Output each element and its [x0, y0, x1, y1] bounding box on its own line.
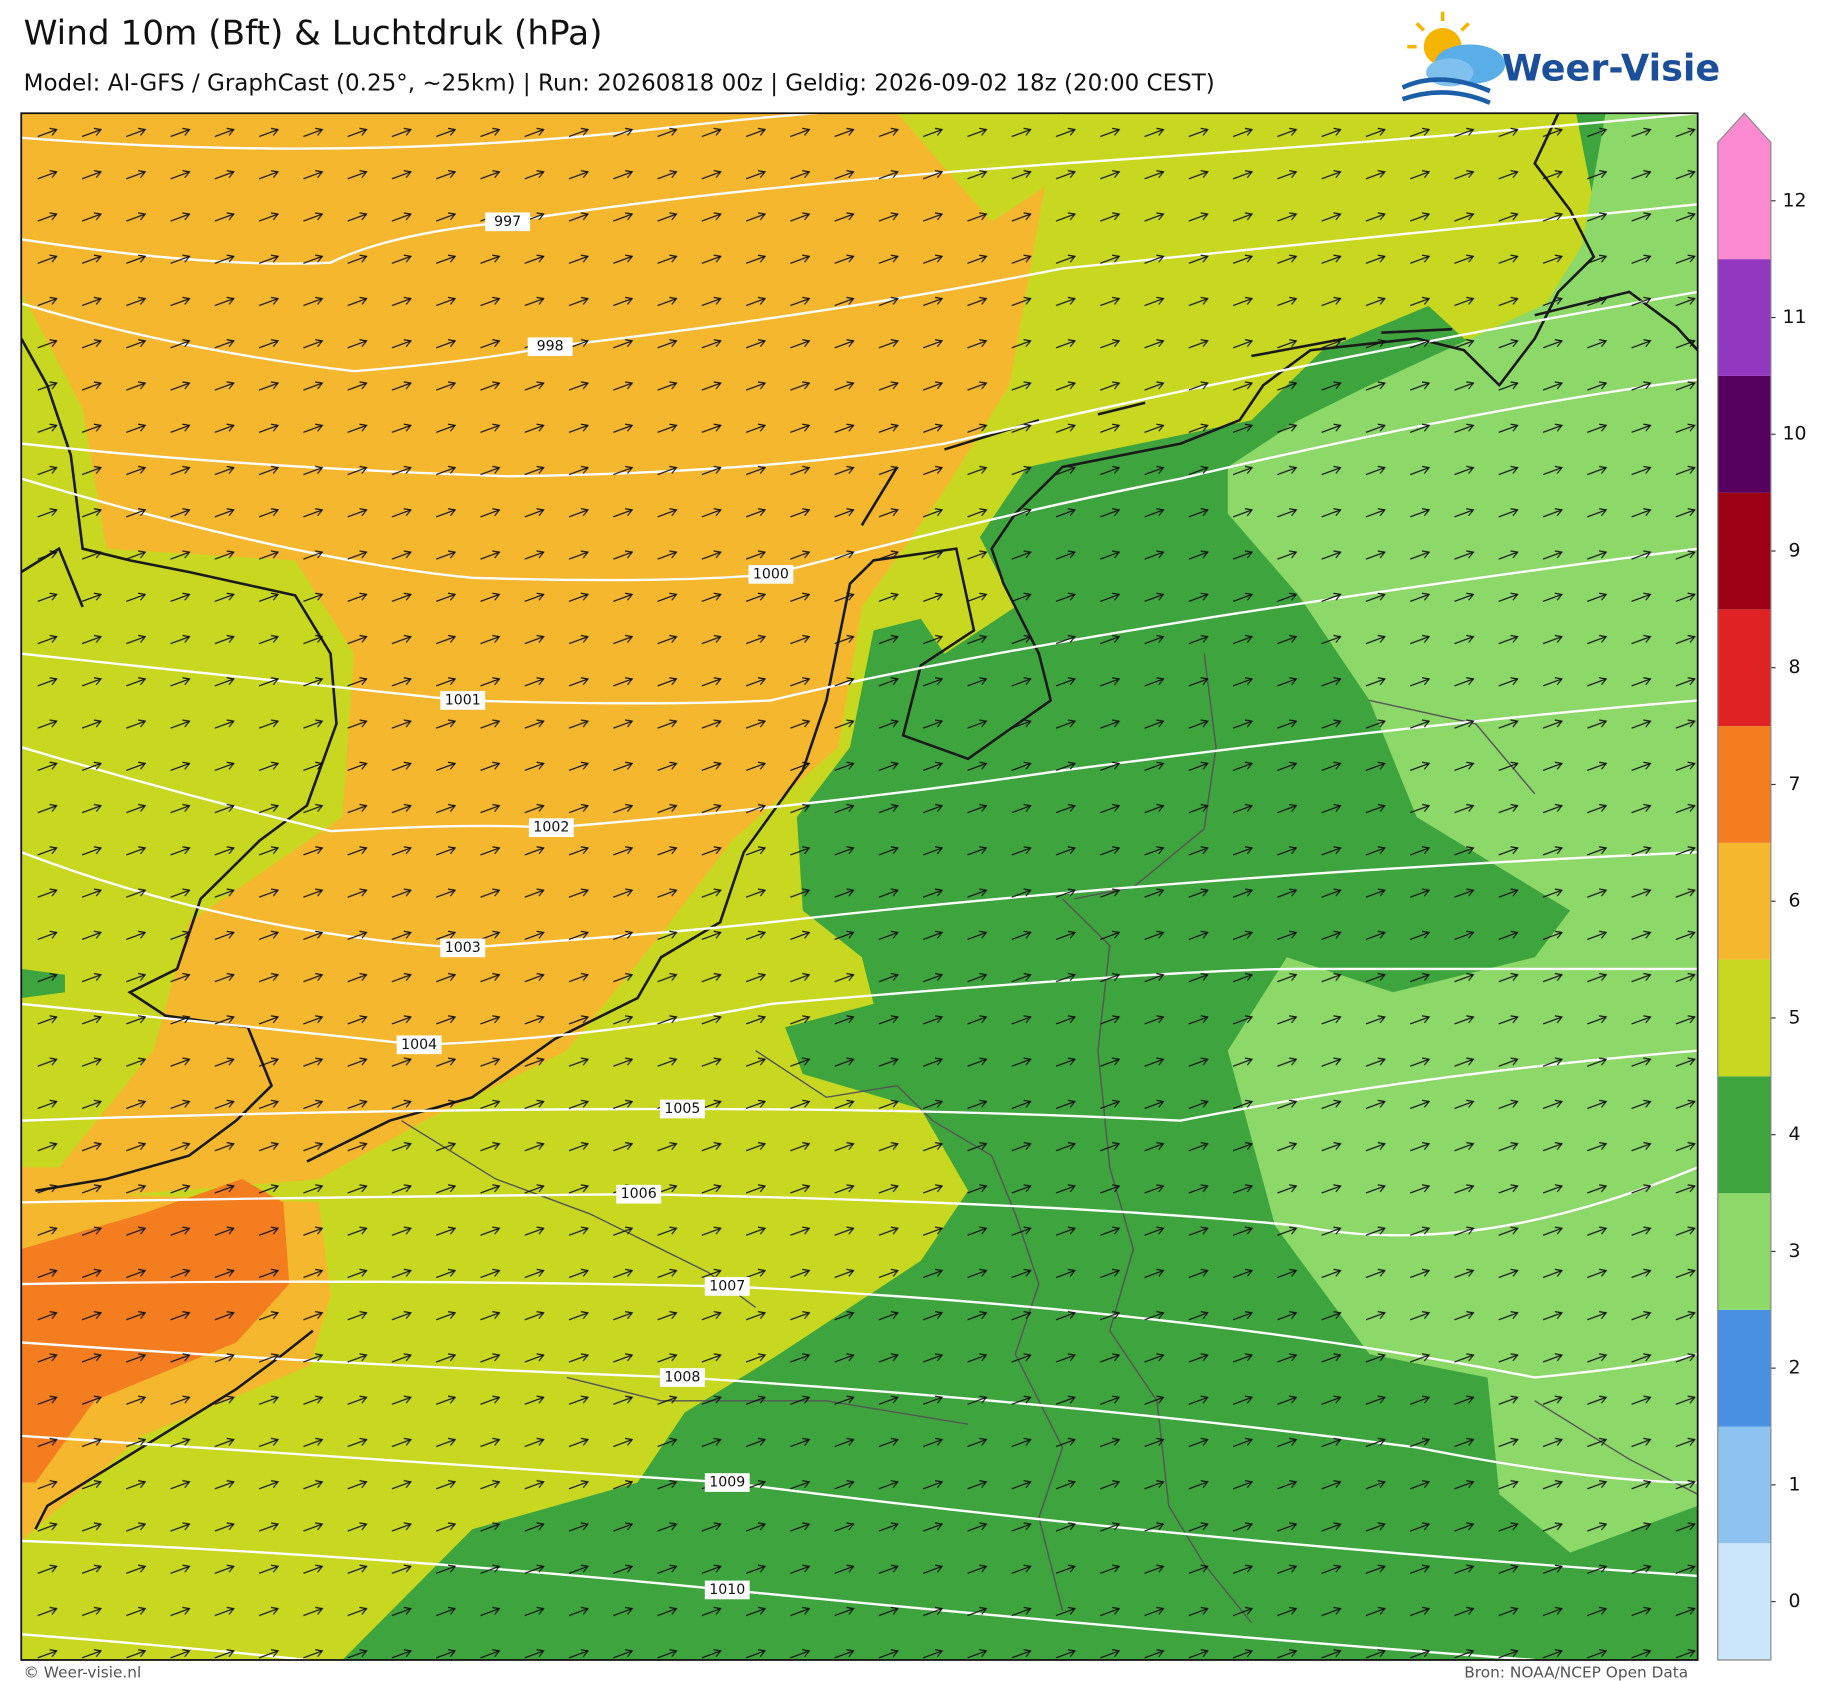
colorbar-label: 0 — [1788, 1591, 1800, 1612]
map: 997 998 1000 1001 1002 1003 1004 1005 1006 1007 10… — [21, 113, 1698, 1660]
isobar-label: 1007 — [709, 1278, 745, 1294]
logo-text: Weer-Visie — [1502, 47, 1721, 90]
colorbar-label: 6 — [1788, 891, 1800, 912]
colorbar-segment — [1717, 259, 1771, 376]
colorbar-segment — [1717, 1076, 1771, 1194]
colorbar-label: 4 — [1788, 1124, 1800, 1145]
colorbar-label: 2 — [1788, 1358, 1800, 1379]
isobar-label-box — [704, 1277, 750, 1296]
isobar-label-box — [616, 1184, 662, 1204]
isobar-label: 1004 — [401, 1037, 437, 1053]
colorbar-segment — [1717, 959, 1771, 1077]
isobar-label: 1003 — [445, 940, 481, 956]
wind-arrows — [21, 113, 1698, 1660]
colorbar-segment — [1717, 1193, 1771, 1310]
colorbar-label: 7 — [1788, 774, 1800, 795]
colorbar-outline — [1717, 112, 1772, 1661]
isobar-label: 1008 — [664, 1370, 700, 1386]
isobar-label-box — [704, 1473, 750, 1492]
isobar-label: 998 — [537, 339, 564, 355]
colorbar-segment — [1717, 1543, 1771, 1660]
colorbar-segment — [1717, 113, 1771, 260]
isobar-label-box — [528, 818, 574, 837]
colorbar-label: 12 — [1782, 190, 1806, 211]
isobar-label-box — [527, 337, 573, 357]
colorbar-label: 8 — [1788, 657, 1800, 678]
isobar-label: 1009 — [709, 1475, 745, 1491]
isobar-labels: 997 998 1000 1001 1002 1003 1004 1005 1006 1007 10… — [396, 212, 794, 1600]
isobar-label: 1006 — [621, 1186, 657, 1202]
colorbar-label: 9 — [1788, 541, 1800, 562]
colorbar-segment — [1717, 609, 1771, 727]
colorbar-segment — [1717, 842, 1771, 960]
map-frame — [20, 112, 1699, 1661]
isobar-label: 1002 — [533, 820, 569, 836]
footer-right: Bron: NOAA/NCEP Open Data — [1464, 1663, 1688, 1681]
isobar-label-box — [440, 938, 486, 958]
colorbar-segment — [1717, 492, 1771, 610]
isobar-label-box — [748, 565, 794, 584]
colorbar-segment — [1717, 1426, 1771, 1544]
isobar-label-box — [485, 212, 531, 232]
isobar-label: 1005 — [664, 1101, 700, 1117]
colorbar-label: 5 — [1788, 1007, 1800, 1028]
subtitle: Model: AI-GFS / GraphCast (0.25°, ~25km)… — [24, 71, 1215, 97]
isobar-label-box — [704, 1580, 750, 1600]
colorbar-label: 3 — [1788, 1241, 1800, 1262]
title: Wind 10m (Bft) & Luchtdruk (hPa) — [24, 14, 603, 54]
footer-left: © Weer-visie.nl — [24, 1663, 142, 1681]
isobar-label: 997 — [494, 214, 521, 230]
isobar-label: 1001 — [445, 692, 481, 708]
isobar-label: 1010 — [709, 1582, 745, 1598]
colorbar-label: 1 — [1788, 1474, 1800, 1495]
isobar-label-box — [659, 1368, 705, 1387]
isobar-label-box — [659, 1099, 705, 1119]
colorbar-segment — [1717, 375, 1771, 493]
colorbar-label: 10 — [1782, 424, 1806, 445]
isobar-label-box — [396, 1035, 442, 1055]
isobar-label: 1000 — [753, 566, 789, 582]
colorbar-segment — [1717, 726, 1771, 843]
colorbar-label: 11 — [1782, 307, 1806, 328]
logo: Weer-Visie — [1401, 11, 1721, 105]
isobar-label-box — [440, 691, 486, 710]
colorbar-segment — [1717, 1309, 1771, 1427]
